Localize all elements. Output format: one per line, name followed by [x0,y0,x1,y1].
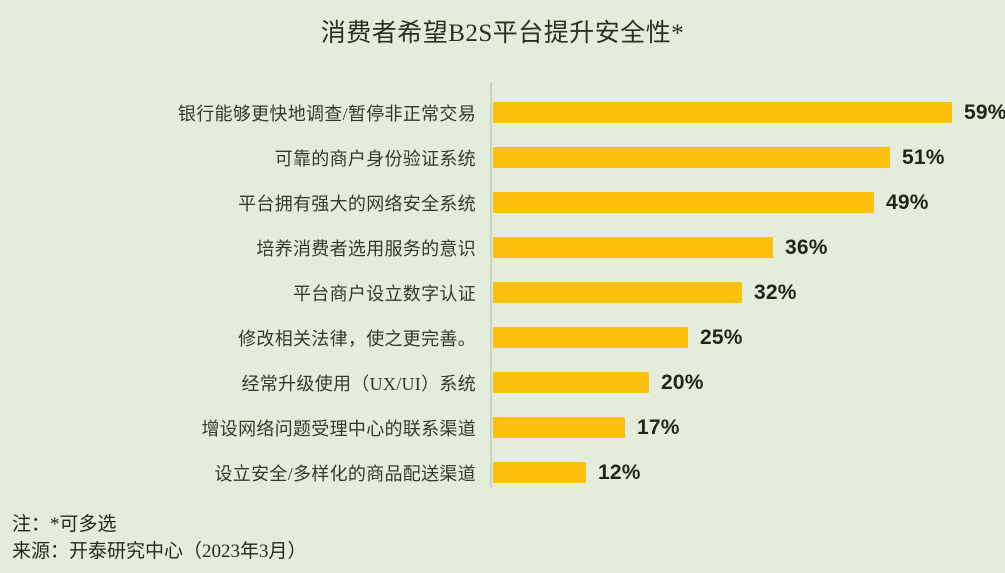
bar-value-label: 59% [964,100,1005,124]
category-axis-line [490,82,492,488]
bar [493,417,625,438]
bar-value-label: 20% [661,370,704,394]
footnote-source: 来源：开泰研究中心（2023年3月） [12,541,307,562]
bar-cell: 12% [493,450,706,495]
category-label: 培养消费者选用服务的意识 [256,238,476,259]
category-label: 可靠的商户身份验证系统 [274,148,476,169]
category-label: 银行能够更快地调查/暂停非正常交易 [177,103,476,124]
bar-value-label: 49% [886,190,929,214]
bar-cell: 51% [493,135,1005,180]
bar [493,327,688,348]
bar-row: 平台拥有强大的网络安全系统 49% [0,180,1005,225]
category-label: 经常升级使用（UX/UI）系统 [241,373,476,394]
bar-cell: 20% [493,360,769,405]
category-label: 增设网络问题受理中心的联系渠道 [201,418,476,439]
bar [493,462,586,483]
bar-cell: 59% [493,90,1005,135]
bar-row: 可靠的商户身份验证系统 51% [0,135,1005,180]
footnotes: 注：*可多选 来源：开泰研究中心（2023年3月） [12,511,307,565]
bar-value-label: 36% [785,235,828,259]
category-label: 平台拥有强大的网络安全系统 [238,193,476,214]
category-label: 平台商户设立数字认证 [293,283,476,304]
bar-row: 经常升级使用（UX/UI）系统 20% [0,360,1005,405]
bar-value-label: 25% [700,325,743,349]
category-label: 修改相关法律，使之更完善。 [238,328,476,349]
plot-area: 银行能够更快地调查/暂停非正常交易 59% 可靠的商户身份验证系统 51% 平台拥有强大… [0,78,1005,490]
bar-row: 设立安全/多样化的商品配送渠道 12% [0,450,1005,495]
bar-value-label: 12% [598,460,641,484]
bar-row: 银行能够更快地调查/暂停非正常交易 59% [0,90,1005,135]
bar-value-label: 32% [754,280,797,304]
bar [493,192,874,213]
bar-value-label: 51% [902,145,945,169]
bar [493,102,952,123]
chart-title: 消费者希望B2S平台提升安全性* [320,20,685,47]
footnote-note: 注：*可多选 [12,514,117,535]
bar-cell: 25% [493,315,808,360]
bar-value-label: 17% [637,415,680,439]
bar-cell: 36% [493,225,893,270]
category-label: 设立安全/多样化的商品配送渠道 [214,463,476,484]
bar-cell: 32% [493,270,862,315]
bar-row: 增设网络问题受理中心的联系渠道 17% [0,405,1005,450]
bar-row: 修改相关法律，使之更完善。 25% [0,315,1005,360]
bar-row: 培养消费者选用服务的意识 36% [0,225,1005,270]
bar-cell: 49% [493,180,994,225]
bar-row: 平台商户设立数字认证 32% [0,270,1005,315]
bar [493,147,890,168]
bar [493,282,742,303]
bar-cell: 17% [493,405,745,450]
bar [493,237,773,258]
bar [493,372,649,393]
